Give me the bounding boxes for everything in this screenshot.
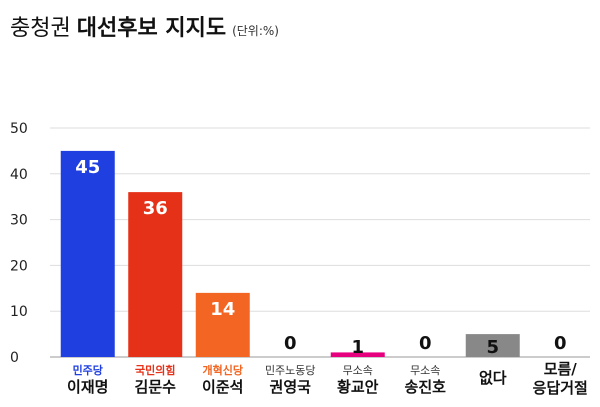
y-tick-label: 20 xyxy=(10,258,28,274)
y-tick-label: 30 xyxy=(10,213,28,229)
party-label: 민주당 xyxy=(73,363,103,377)
bar-value-label: 0 xyxy=(419,333,432,354)
category-label: 이재명 xyxy=(67,378,108,396)
bar xyxy=(195,292,250,357)
y-tick-label: 40 xyxy=(10,167,28,183)
bar xyxy=(330,352,385,357)
party-label: 개혁신당 xyxy=(203,363,243,377)
bar-value-label: 1 xyxy=(351,337,364,358)
x-axis-labels: 민주당이재명국민의힘김문수개혁신당이준석민주노동당권영국무소속황교안무소속송진호… xyxy=(67,360,588,397)
bar-value-label: 5 xyxy=(486,337,499,358)
title-region: 충청권 xyxy=(10,16,71,41)
y-tick-label: 0 xyxy=(10,350,19,366)
bar xyxy=(60,150,115,357)
bar xyxy=(465,334,520,357)
title-main: 대선후보 지지도 xyxy=(76,16,227,41)
category-label: 모름/ xyxy=(544,360,578,378)
category-label: 송진호 xyxy=(405,378,447,396)
category-label: 없다 xyxy=(479,369,507,387)
party-label: 민주노동당 xyxy=(265,364,316,377)
bar-value-label: 45 xyxy=(75,157,100,178)
category-label: 응답거절 xyxy=(533,379,588,397)
category-label: 권영국 xyxy=(270,378,312,396)
party-label: 국민의힘 xyxy=(135,363,175,377)
bar xyxy=(128,192,183,357)
chart-title: 충청권 대선후보 지지도 (단위:%) xyxy=(10,10,279,42)
bar-value-label: 36 xyxy=(143,198,168,219)
bar-value-label: 14 xyxy=(210,299,235,320)
y-tick-label: 10 xyxy=(10,304,28,320)
party-label: 무소속 xyxy=(410,364,440,377)
category-label: 이준석 xyxy=(202,378,243,396)
y-tick-label: 50 xyxy=(10,121,28,137)
category-label: 황교안 xyxy=(337,378,379,396)
party-label: 무소속 xyxy=(343,364,373,377)
bar-value-label: 0 xyxy=(284,333,297,354)
y-axis: 0 10 20 30 40 50 xyxy=(10,121,28,366)
bar-value-label: 0 xyxy=(554,333,567,354)
title-unit: (단위:%) xyxy=(232,24,279,38)
category-label: 김문수 xyxy=(135,378,177,396)
